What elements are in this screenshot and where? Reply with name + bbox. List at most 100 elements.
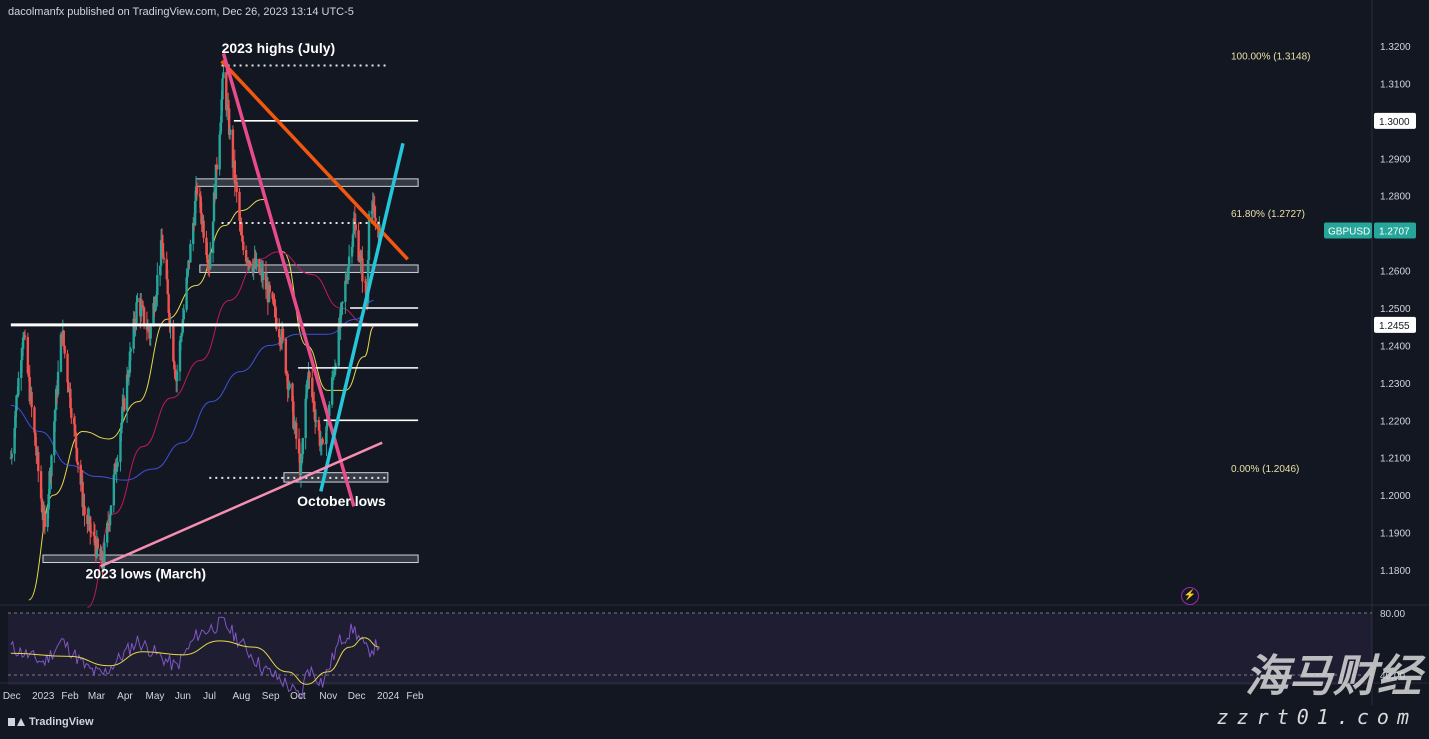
x-tick-label: Feb (406, 691, 424, 702)
candle-body (367, 214, 371, 260)
candle-body (360, 255, 363, 259)
candle-body (123, 398, 126, 411)
candle-body (317, 420, 321, 431)
x-tick-label: Dec (348, 691, 366, 702)
candle-body (241, 235, 244, 242)
candle-body (92, 531, 96, 536)
candle-body (115, 466, 118, 472)
candle-body (281, 328, 285, 339)
candle-body (364, 281, 367, 283)
candle-body (228, 129, 232, 135)
candle-body (357, 230, 360, 261)
candle-body (50, 455, 53, 477)
y-tick-label: 1.2400 (1380, 341, 1411, 352)
candle-body (352, 218, 356, 235)
x-tick-label: May (146, 691, 165, 702)
y-tick-label: 1.2200 (1380, 416, 1411, 427)
candle-body (332, 375, 336, 377)
candle-body (39, 471, 43, 499)
x-tick-label: Aug (232, 691, 250, 702)
candle-body (366, 259, 370, 303)
candle-body (132, 318, 135, 349)
candle-body (314, 420, 318, 422)
candle-body (28, 377, 31, 402)
symbol-tag-label: GBPUSD (1328, 227, 1370, 238)
candle-body (328, 404, 331, 417)
candle-body (278, 337, 282, 344)
candle-body (106, 522, 109, 543)
candle-body (102, 565, 105, 569)
rsi-tick-label: 40.00 (1380, 671, 1405, 682)
candle-body (13, 428, 16, 454)
candle-body (46, 509, 49, 528)
candle-body (271, 292, 274, 299)
trendline (319, 142, 405, 492)
candle-body (195, 186, 199, 195)
candle-body (89, 516, 92, 532)
candle-body (284, 338, 288, 374)
tradingview-logo-icon (8, 717, 25, 727)
candle-body (215, 164, 219, 170)
candle-body (261, 272, 265, 280)
lightning-icon[interactable]: ⚡ (1181, 587, 1199, 605)
fib-level-label: 61.80% (1.2727) (1231, 209, 1305, 220)
candle-body (278, 329, 281, 338)
candle-body (200, 213, 203, 225)
candle-body (361, 258, 364, 282)
candle-body (173, 361, 176, 370)
candle-body (162, 257, 166, 260)
tradingview-logo[interactable]: TradingView (8, 716, 94, 728)
candle-body (312, 397, 315, 402)
candle-body (212, 192, 216, 222)
candle-body (89, 531, 93, 533)
candle-body (272, 298, 275, 305)
candle-body (330, 377, 334, 405)
candle-body (345, 280, 348, 282)
candle-body (128, 351, 132, 373)
watermark-cn: 海马财经 (1245, 651, 1421, 702)
candle-body (33, 407, 36, 433)
candle-body (101, 553, 104, 569)
y-tick-label: 1.2500 (1380, 304, 1411, 315)
candle-body (341, 301, 344, 304)
candle-body (331, 375, 335, 378)
candle-body (20, 360, 23, 379)
candle-body (214, 164, 218, 200)
candle-body (142, 307, 146, 325)
candle-body (285, 373, 288, 375)
candle-body (79, 464, 82, 485)
candle-body (83, 506, 86, 515)
candle-body (152, 302, 155, 326)
candle-body (339, 308, 342, 328)
x-tick-label: Oct (290, 691, 306, 702)
last-price-tag-label: 1.2707 (1379, 227, 1410, 238)
trendline (220, 59, 409, 261)
candle-body (187, 260, 190, 270)
candle-body (63, 345, 66, 354)
last-price-tag-box (1374, 222, 1416, 239)
candle-body (15, 395, 18, 411)
candle-body (73, 424, 77, 433)
candle-body (149, 325, 152, 339)
candle-body (333, 367, 337, 376)
candle-body (301, 438, 305, 455)
candle-body (264, 272, 268, 290)
candle-body (364, 282, 368, 296)
candle-body (321, 439, 324, 444)
candle-body (293, 423, 296, 429)
candle-body (16, 395, 19, 397)
x-tick-label: Jul (203, 691, 216, 702)
trendline (221, 53, 356, 507)
candle-body (279, 343, 283, 345)
candle-body (235, 182, 238, 192)
candle-body (297, 438, 301, 454)
candle-body (292, 401, 295, 429)
candle-body (108, 514, 112, 526)
candle-body (23, 335, 27, 338)
candle-body (300, 454, 304, 464)
candle-body (222, 72, 225, 79)
y-tick-label: 1.3200 (1380, 42, 1411, 53)
candle-body (141, 305, 145, 308)
candle-body (318, 430, 322, 446)
